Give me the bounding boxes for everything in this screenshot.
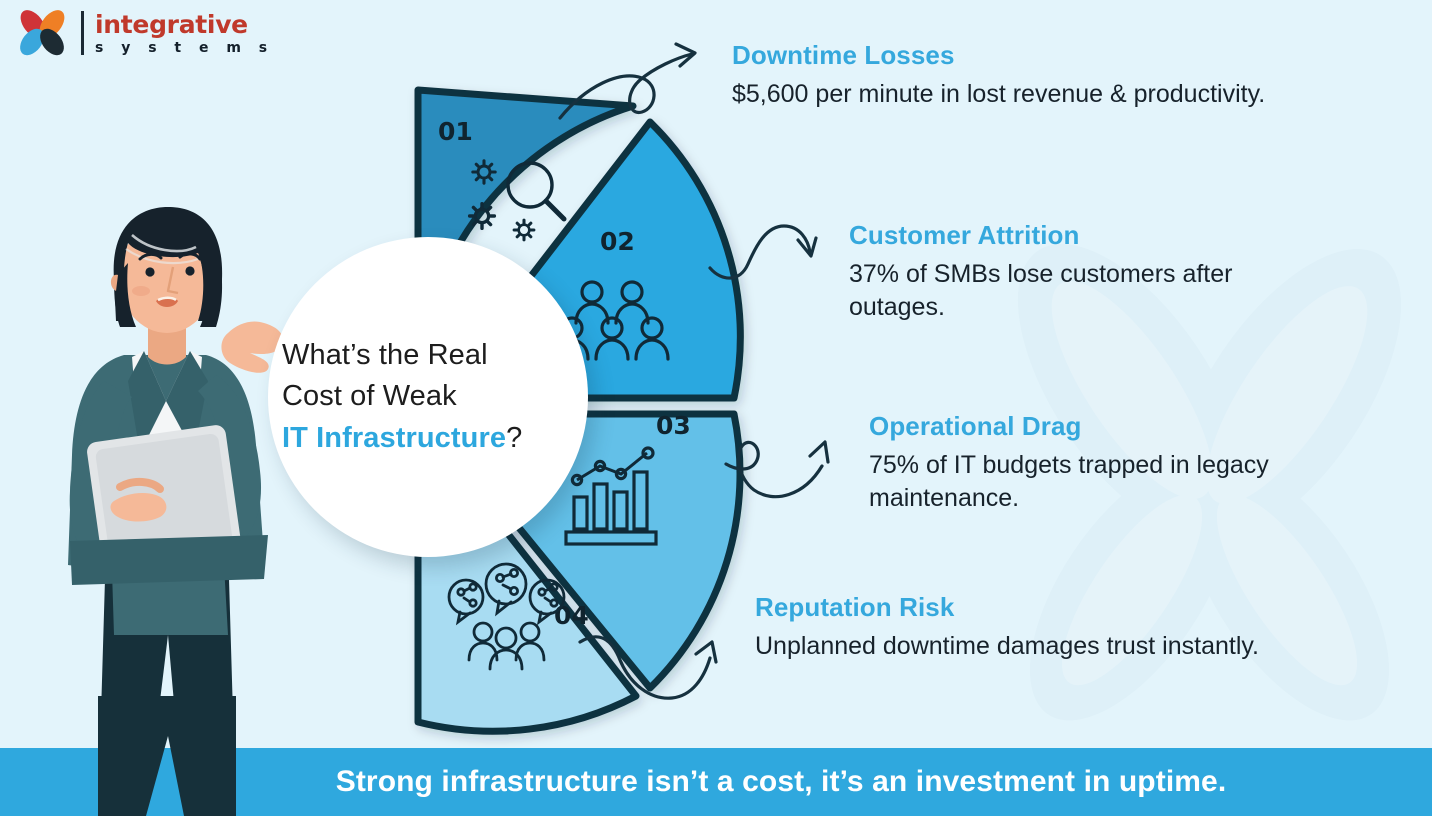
block-title: Customer Attrition	[849, 220, 1080, 250]
bottom-banner: Strong infrastructure isn’t a cost, it’s…	[0, 748, 1432, 816]
info-block-reputation-risk: Reputation Risk Unplanned downtime damag…	[755, 592, 1275, 663]
brand-logo[interactable]: integrative s y s t e m s	[14, 6, 274, 60]
center-highlight: IT Infrastructure	[282, 421, 507, 454]
block-title: Reputation Risk	[755, 592, 955, 622]
interlocking-ellipses-logo-icon	[20, 10, 65, 56]
info-block-operational-drag: Operational Drag 75% of IT budgets trapp…	[869, 411, 1329, 515]
block-body: $5,600 per minute in lost revenue & prod…	[732, 80, 1266, 108]
brand-name-primary: integrative	[95, 9, 248, 39]
segment-number-01: 01	[438, 117, 473, 146]
center-question-circle: What’s the Real Cost of Weak IT Infrastr…	[268, 237, 588, 557]
group-of-people-icon	[554, 280, 670, 361]
segment-number-04: 04	[554, 601, 589, 630]
block-body: 37% of SMBs lose customers after outages…	[849, 260, 1233, 321]
center-line-2: Cost of Weak	[282, 380, 457, 413]
block-body: 75% of IT budgets trapped in legacy main…	[869, 451, 1269, 512]
banner-text: Strong infrastructure isn’t a cost, it’s…	[335, 765, 1227, 798]
block-body: Unplanned downtime damages trust instant…	[755, 632, 1259, 660]
center-line-3: IT Infrastructure?	[282, 418, 588, 459]
center-question-mark: ?	[506, 421, 523, 454]
segment-number-03: 03	[656, 411, 691, 440]
gears-magnifier-icon	[467, 159, 567, 242]
info-block-customer-attrition: Customer Attrition 37% of SMBs lose cust…	[849, 220, 1319, 324]
bar-chart-trend-icon	[564, 446, 658, 546]
block-title: Downtime Losses	[732, 40, 955, 70]
logo-divider	[81, 11, 84, 55]
segment-number-02: 02	[600, 227, 635, 256]
info-block-downtime-losses: Downtime Losses $5,600 per minute in los…	[732, 40, 1272, 111]
center-line-1: What’s the Real	[282, 339, 488, 372]
illustration-legs-overlay	[98, 696, 236, 816]
people-share-bubbles-icon	[447, 562, 566, 671]
businesswoman-illustration	[68, 207, 284, 816]
brand-name-secondary: s y s t e m s	[95, 39, 274, 56]
block-title: Operational Drag	[869, 411, 1082, 441]
